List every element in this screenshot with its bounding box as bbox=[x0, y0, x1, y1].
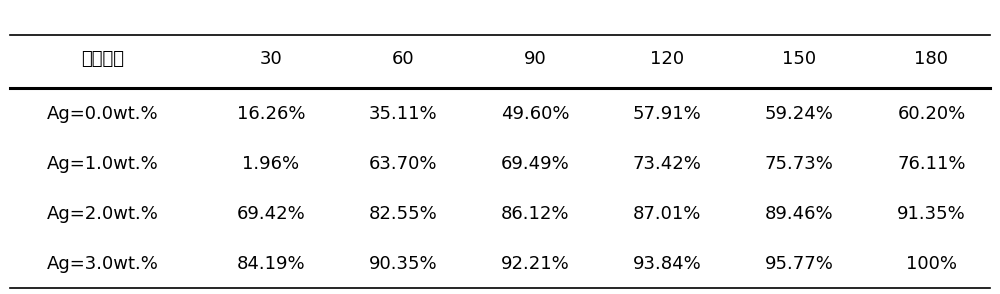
Text: Ag=2.0wt.%: Ag=2.0wt.% bbox=[47, 205, 158, 223]
Text: 90: 90 bbox=[524, 50, 546, 68]
Text: Ag=3.0wt.%: Ag=3.0wt.% bbox=[47, 255, 158, 273]
Text: 59.24%: 59.24% bbox=[765, 105, 833, 123]
Text: 60: 60 bbox=[392, 50, 414, 68]
Text: 90.35%: 90.35% bbox=[369, 255, 437, 273]
Text: 180: 180 bbox=[914, 50, 948, 68]
Text: 91.35%: 91.35% bbox=[897, 205, 966, 223]
Text: 69.42%: 69.42% bbox=[237, 205, 305, 223]
Text: 60.20%: 60.20% bbox=[897, 105, 966, 123]
Text: 75.73%: 75.73% bbox=[765, 155, 833, 173]
Text: 120: 120 bbox=[650, 50, 684, 68]
Text: 76.11%: 76.11% bbox=[897, 155, 966, 173]
Text: 86.12%: 86.12% bbox=[501, 205, 569, 223]
Text: Ag=0.0wt.%: Ag=0.0wt.% bbox=[47, 105, 158, 123]
Text: 49.60%: 49.60% bbox=[501, 105, 569, 123]
Text: 63.70%: 63.70% bbox=[369, 155, 437, 173]
Text: 84.19%: 84.19% bbox=[237, 255, 305, 273]
Text: Ag=1.0wt.%: Ag=1.0wt.% bbox=[47, 155, 158, 173]
Text: 87.01%: 87.01% bbox=[633, 205, 701, 223]
Text: 82.55%: 82.55% bbox=[369, 205, 437, 223]
Text: 92.21%: 92.21% bbox=[501, 255, 569, 273]
Text: 57.91%: 57.91% bbox=[633, 105, 701, 123]
Text: 16.26%: 16.26% bbox=[237, 105, 305, 123]
Text: 93.84%: 93.84% bbox=[633, 255, 701, 273]
Text: 69.49%: 69.49% bbox=[501, 155, 569, 173]
Text: 89.46%: 89.46% bbox=[765, 205, 833, 223]
Text: 150: 150 bbox=[782, 50, 816, 68]
Text: 30: 30 bbox=[260, 50, 282, 68]
Text: 95.77%: 95.77% bbox=[765, 255, 833, 273]
Text: 73.42%: 73.42% bbox=[633, 155, 701, 173]
Text: 百分含量: 百分含量 bbox=[81, 50, 124, 68]
Text: 35.11%: 35.11% bbox=[369, 105, 437, 123]
Text: 100%: 100% bbox=[906, 255, 957, 273]
Text: 1.96%: 1.96% bbox=[242, 155, 300, 173]
